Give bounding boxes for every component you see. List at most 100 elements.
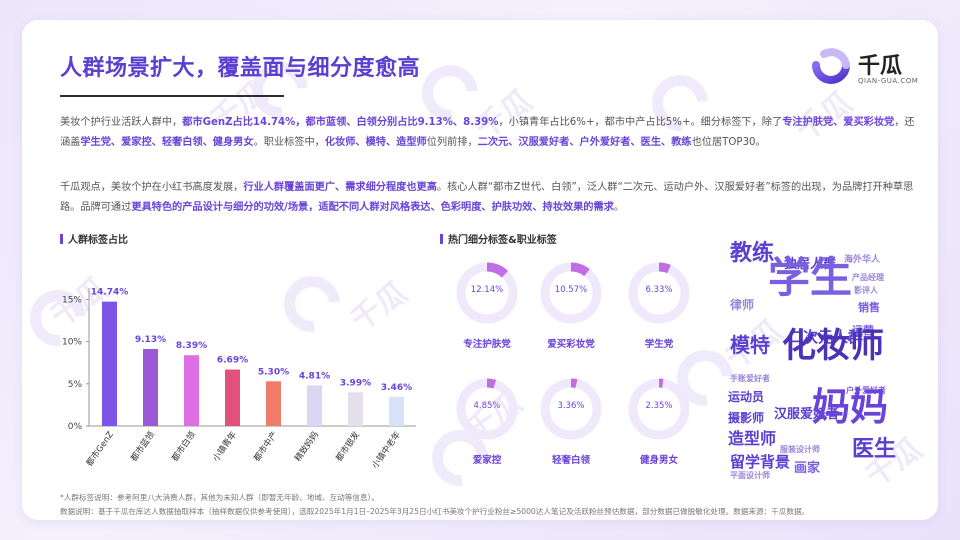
text: 美妆个护行业活跃人群中， [60, 117, 183, 128]
summary-paragraph-2: 千瓜观点，美妆个护在小红书高度发展，行业人群覆盖面更广、需求细分程度也更高。核心… [60, 178, 920, 218]
word-cloud-tag: 平面设计师 [730, 471, 770, 480]
bar-value-label: 3.46% [381, 383, 412, 393]
text: 位列前排， [426, 137, 478, 148]
x-tick-label: 都市银发 [333, 429, 362, 464]
donut-chart: 6.33% [626, 260, 692, 326]
donut-slice [456, 262, 518, 324]
donut-value: 3.36% [557, 401, 585, 411]
brand-logo: 千瓜 QIAN-GUA.COM [810, 44, 920, 96]
section-marker [440, 234, 443, 244]
section-marker [60, 234, 63, 244]
bar [266, 381, 281, 426]
word-cloud-tag: 化妆师 [782, 326, 884, 366]
highlight: 都市GenZ占比14.74%，都市蓝领、白领分别占比9.13%、8.39% [182, 117, 499, 128]
x-tick-label: 都市中产 [251, 429, 280, 463]
word-cloud-tag: 模特 [730, 333, 770, 357]
donut-label: 健身男女 [639, 455, 678, 466]
y-tick-label: 0% [68, 422, 83, 432]
donut-slice [628, 378, 690, 440]
bar-chart-title-text: 人群标签占比 [68, 235, 128, 246]
text: 。核心人群“都市Z世代、白领”，泛人群“二次元、运动户外、汉服爱好者”标签的出现… [60, 182, 914, 213]
highlight: 专注护肤党、爱买彩妆党 [782, 117, 895, 128]
donut-section-title: 热门细分标签&职业标签 [440, 231, 557, 246]
word-cloud-tag: 律师 [730, 298, 755, 312]
word-cloud-tag: 服装设计师 [780, 445, 820, 454]
donut-chart: 4.85% [454, 376, 520, 442]
donut-value: 10.57% [554, 285, 588, 295]
bar-value-label: 3.99% [340, 378, 371, 388]
y-tick-label: 10% [62, 338, 82, 348]
bar-chart: 0% 5% 10% 15% 14.74% 都市GenZ 9.13% 都市蓝领 8.39% 都市白领… [62, 288, 416, 471]
word-cloud-tag: 造型师 [728, 429, 777, 448]
donut-chart: 12.14% [454, 260, 520, 326]
donut-slice [628, 262, 690, 324]
text: 千瓜观点，美妆个护在小红书高度发展， [60, 182, 244, 193]
summary-paragraph-1: 美妆个护行业活跃人群中，都市GenZ占比14.74%，都市蓝领、白领分别占比9.… [60, 113, 920, 153]
logo-name: 千瓜 [858, 54, 903, 79]
donut-section-title-text: 热门细分标签&职业标签 [448, 235, 557, 246]
donut-slice [540, 378, 602, 440]
donut-chart: 3.36% [538, 376, 604, 442]
logo-icon [812, 48, 850, 84]
x-tick-label: 都市蓝领 [128, 429, 157, 464]
donut-label: 专注护肤党 [463, 339, 511, 350]
highlight: 学生党、爱家控、轻奢白领、健身男女 [80, 137, 254, 148]
word-cloud-tag: 妈妈 [812, 385, 889, 429]
highlight: 二次元、汉服爱好者、户外爱好者、医生、教练 [477, 137, 692, 148]
word-cloud-tag: 影评人 [854, 286, 878, 295]
donut-ring [456, 378, 518, 440]
donut-chart: 2.35% [626, 376, 692, 442]
bar [348, 392, 363, 426]
donut-slice [540, 262, 602, 324]
word-cloud-tag: 海外华人 [844, 255, 881, 265]
content-card: 千瓜 千瓜 千瓜 千瓜 千瓜 千瓜 千瓜 千瓜 人群场景扩大，覆盖面与细分度愈高… [22, 20, 938, 520]
footnote: *人群标签说明：参考阿里八大消费人群，其他为未知人群（即暂无年龄、地域、互动等信… [60, 493, 379, 502]
bar [143, 348, 158, 426]
word-cloud-tag: 学生 [768, 253, 853, 302]
bar-value-label: 6.69% [217, 356, 248, 366]
donut-ring [456, 262, 518, 324]
donut-value: 4.85% [473, 401, 501, 411]
logo-domain: QIAN-GUA.COM [858, 77, 919, 85]
donut-value: 2.35% [645, 401, 673, 411]
donut-value: 12.14% [470, 285, 504, 295]
x-tick-label: 小镇青年 [210, 429, 239, 464]
highlight: 化妆师、模特、造型师 [324, 137, 427, 148]
y-tick-label: 15% [62, 295, 82, 305]
word-cloud-tag: 运动员 [728, 390, 765, 404]
highlight: 行业人群覆盖面更广、需求细分程度也更高 [243, 182, 437, 193]
text: 。职业标签中， [253, 137, 325, 148]
bar-value-label: 14.74% [91, 288, 129, 298]
title-underline [60, 95, 284, 97]
bar [389, 396, 404, 426]
word-cloud-tag: 摄影师 [728, 411, 765, 425]
bar-value-label: 9.13% [135, 335, 166, 345]
bar [184, 355, 199, 426]
page-title: 人群场景扩大，覆盖面与细分度愈高 [60, 56, 421, 81]
highlight: 更具特色的产品设计与细分的功效/场景，适配不同人群对风格表达、色彩明度、护肤功效… [131, 202, 614, 213]
donut-slice [456, 378, 518, 440]
text: 也位居TOP30。 [691, 137, 766, 148]
bar-value-label: 4.81% [299, 371, 330, 381]
word-cloud-tag: 手账爱好者 [730, 374, 770, 383]
donut-chart: 10.57% [538, 260, 604, 326]
donut-ring [540, 378, 602, 440]
word-cloud-tag: 运营 [852, 324, 874, 337]
text: ，小镇青年占比6%+，都市中产占比5%+。细分标签下，除了 [498, 117, 783, 128]
word-cloud-tag: 留学背景 [730, 453, 791, 471]
word-cloud-tag: 二次元人群 [788, 328, 864, 346]
text: ，还涵盖 [60, 117, 915, 148]
donut-label: 学生党 [644, 339, 674, 350]
donut-value: 6.33% [645, 285, 673, 295]
y-tick-label: 5% [68, 380, 83, 390]
data-source: 数据说明：基于千瓜在库达人数据抽取样本（抽样数据仅供参考使用），选取2025年1… [60, 507, 810, 516]
word-cloud-tag: 户外爱好者 [846, 386, 886, 395]
word-cloud-tag: 独居人群 [784, 257, 837, 272]
word-cloud-tag: 汉服爱好者 [774, 407, 840, 422]
bar-value-label: 5.30% [258, 367, 289, 377]
donut-ring [628, 262, 690, 324]
word-cloud-tag: 画家 [794, 461, 821, 476]
donut-ring [628, 378, 690, 440]
bar [102, 301, 117, 426]
x-tick-label: 都市GenZ [84, 429, 116, 468]
